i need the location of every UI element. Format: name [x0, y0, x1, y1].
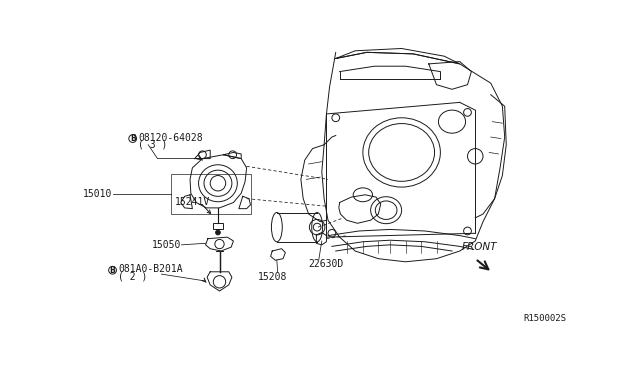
Text: 15241V: 15241V: [175, 198, 211, 208]
Text: 08120-64028: 08120-64028: [138, 133, 203, 143]
Text: 15050: 15050: [152, 240, 180, 250]
Text: 15208: 15208: [257, 272, 287, 282]
Text: 081A0-B201A: 081A0-B201A: [118, 264, 182, 275]
Text: B: B: [109, 266, 115, 275]
Circle shape: [216, 230, 220, 235]
Bar: [172, 174, 250, 214]
Bar: [213, 223, 223, 230]
Text: ( 3 ): ( 3 ): [138, 140, 168, 150]
Text: R150002S: R150002S: [524, 314, 566, 323]
Text: ( 2 ): ( 2 ): [118, 272, 147, 281]
Text: 15010: 15010: [83, 189, 113, 199]
Text: FRONT: FRONT: [461, 242, 497, 252]
Text: 22630D: 22630D: [308, 259, 344, 269]
Text: B: B: [130, 134, 136, 143]
